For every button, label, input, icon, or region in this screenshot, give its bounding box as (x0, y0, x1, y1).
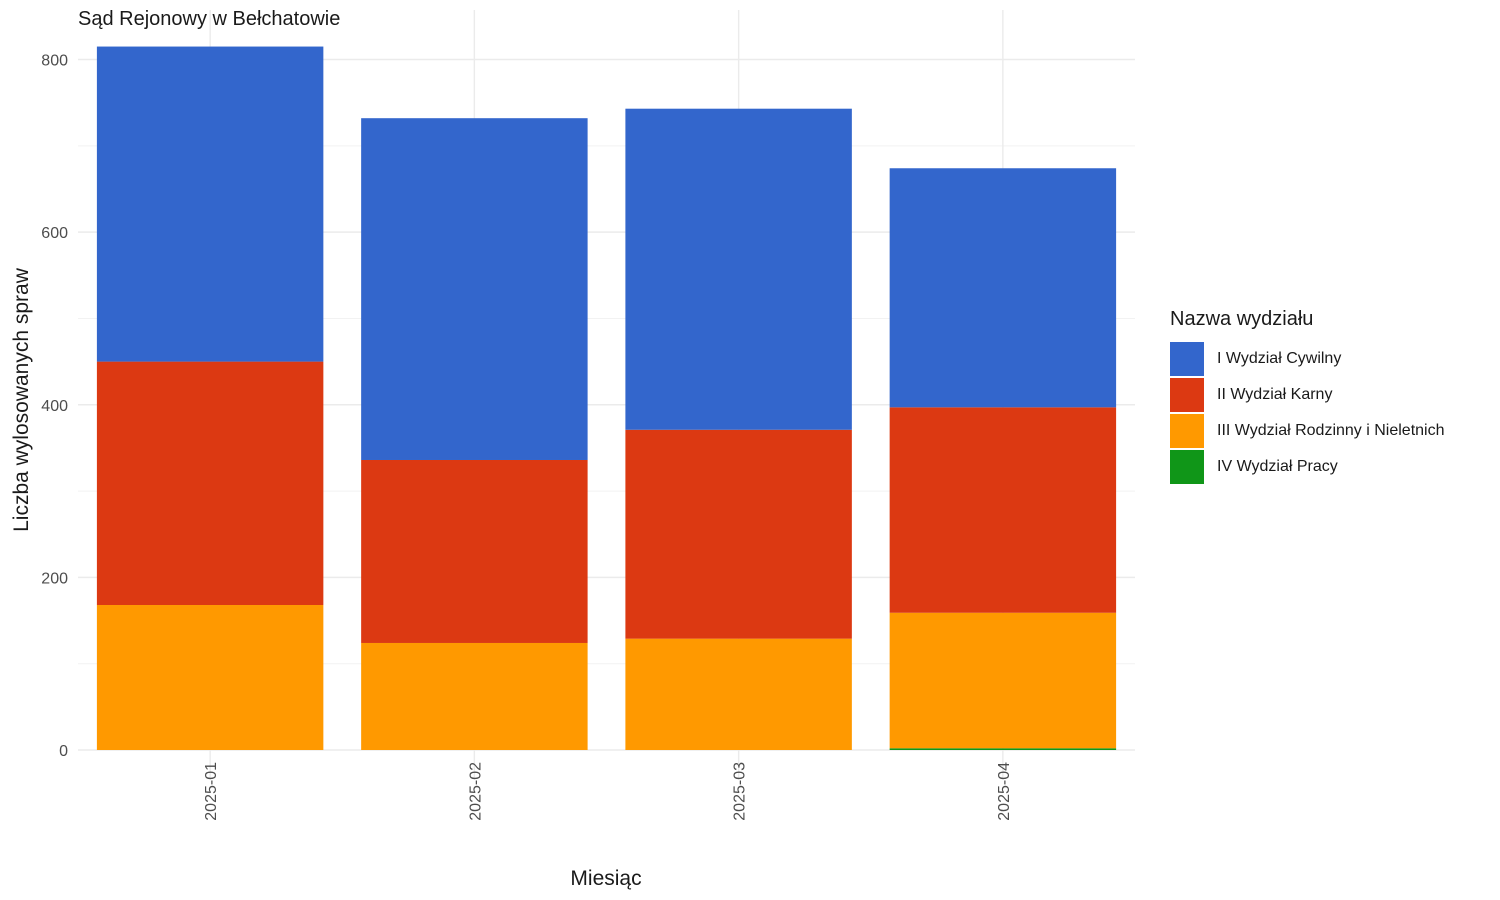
legend-item: III Wydział Rodzinny i Nieletnich (1170, 413, 1445, 449)
legend-items: I Wydział Cywilny II Wydział Karny III Wyd… (1170, 341, 1445, 485)
legend-swatch (1170, 414, 1204, 448)
bar-segment (625, 429, 852, 639)
bar-segment (889, 748, 1117, 750)
bar-segment (625, 108, 852, 430)
y-tick-label: 600 (41, 225, 68, 242)
y-tick-label: 400 (41, 398, 68, 415)
legend-label: III Wydział Rodzinny i Nieletnich (1217, 422, 1445, 439)
y-tick-label: 200 (41, 570, 68, 587)
y-axis-title: Liczba wylosowanych spraw (10, 267, 33, 532)
bar-segment (889, 168, 1117, 408)
legend-item: II Wydział Karny (1170, 377, 1445, 413)
legend-label: II Wydział Karny (1217, 386, 1333, 403)
y-tick-label: 0 (59, 743, 68, 760)
x-axis-title: Miesiąc (570, 867, 641, 890)
x-axis-ticks: 2025-01 2025-02 2025-03 2025-04 (203, 762, 1013, 821)
x-tick-label: 2025-04 (996, 762, 1013, 821)
legend-item: I Wydział Cywilny (1170, 341, 1445, 377)
legend-swatch (1170, 378, 1204, 412)
y-axis-ticks: 0 200 400 600 800 (41, 53, 68, 761)
legend-title: Nazwa wydziału (1170, 308, 1314, 330)
x-tick-label: 2025-03 (732, 762, 749, 821)
bar-segment (96, 46, 324, 362)
bar-segment (361, 642, 588, 750)
legend-label: IV Wydział Pracy (1217, 458, 1338, 475)
x-tick-label: 2025-02 (467, 762, 484, 821)
legend-swatch (1170, 450, 1204, 484)
bars (96, 46, 1117, 750)
bar-segment (889, 612, 1117, 749)
y-tick-label: 800 (41, 53, 68, 70)
legend-label: I Wydział Cywilny (1217, 350, 1342, 367)
chart-title: Sąd Rejonowy w Bełchatowie (78, 8, 341, 30)
bar-segment (96, 361, 324, 605)
legend-swatch (1170, 342, 1204, 376)
legend-item: IV Wydział Pracy (1170, 449, 1445, 485)
bar-segment (361, 118, 588, 460)
bar-segment (625, 638, 852, 750)
x-tick-label: 2025-01 (203, 762, 220, 821)
legend: Nazwa wydziału I Wydział Cywilny II Wydzi… (1170, 308, 1445, 485)
bar-segment (361, 459, 588, 643)
bar-segment (889, 407, 1117, 613)
bar-segment (96, 604, 324, 750)
